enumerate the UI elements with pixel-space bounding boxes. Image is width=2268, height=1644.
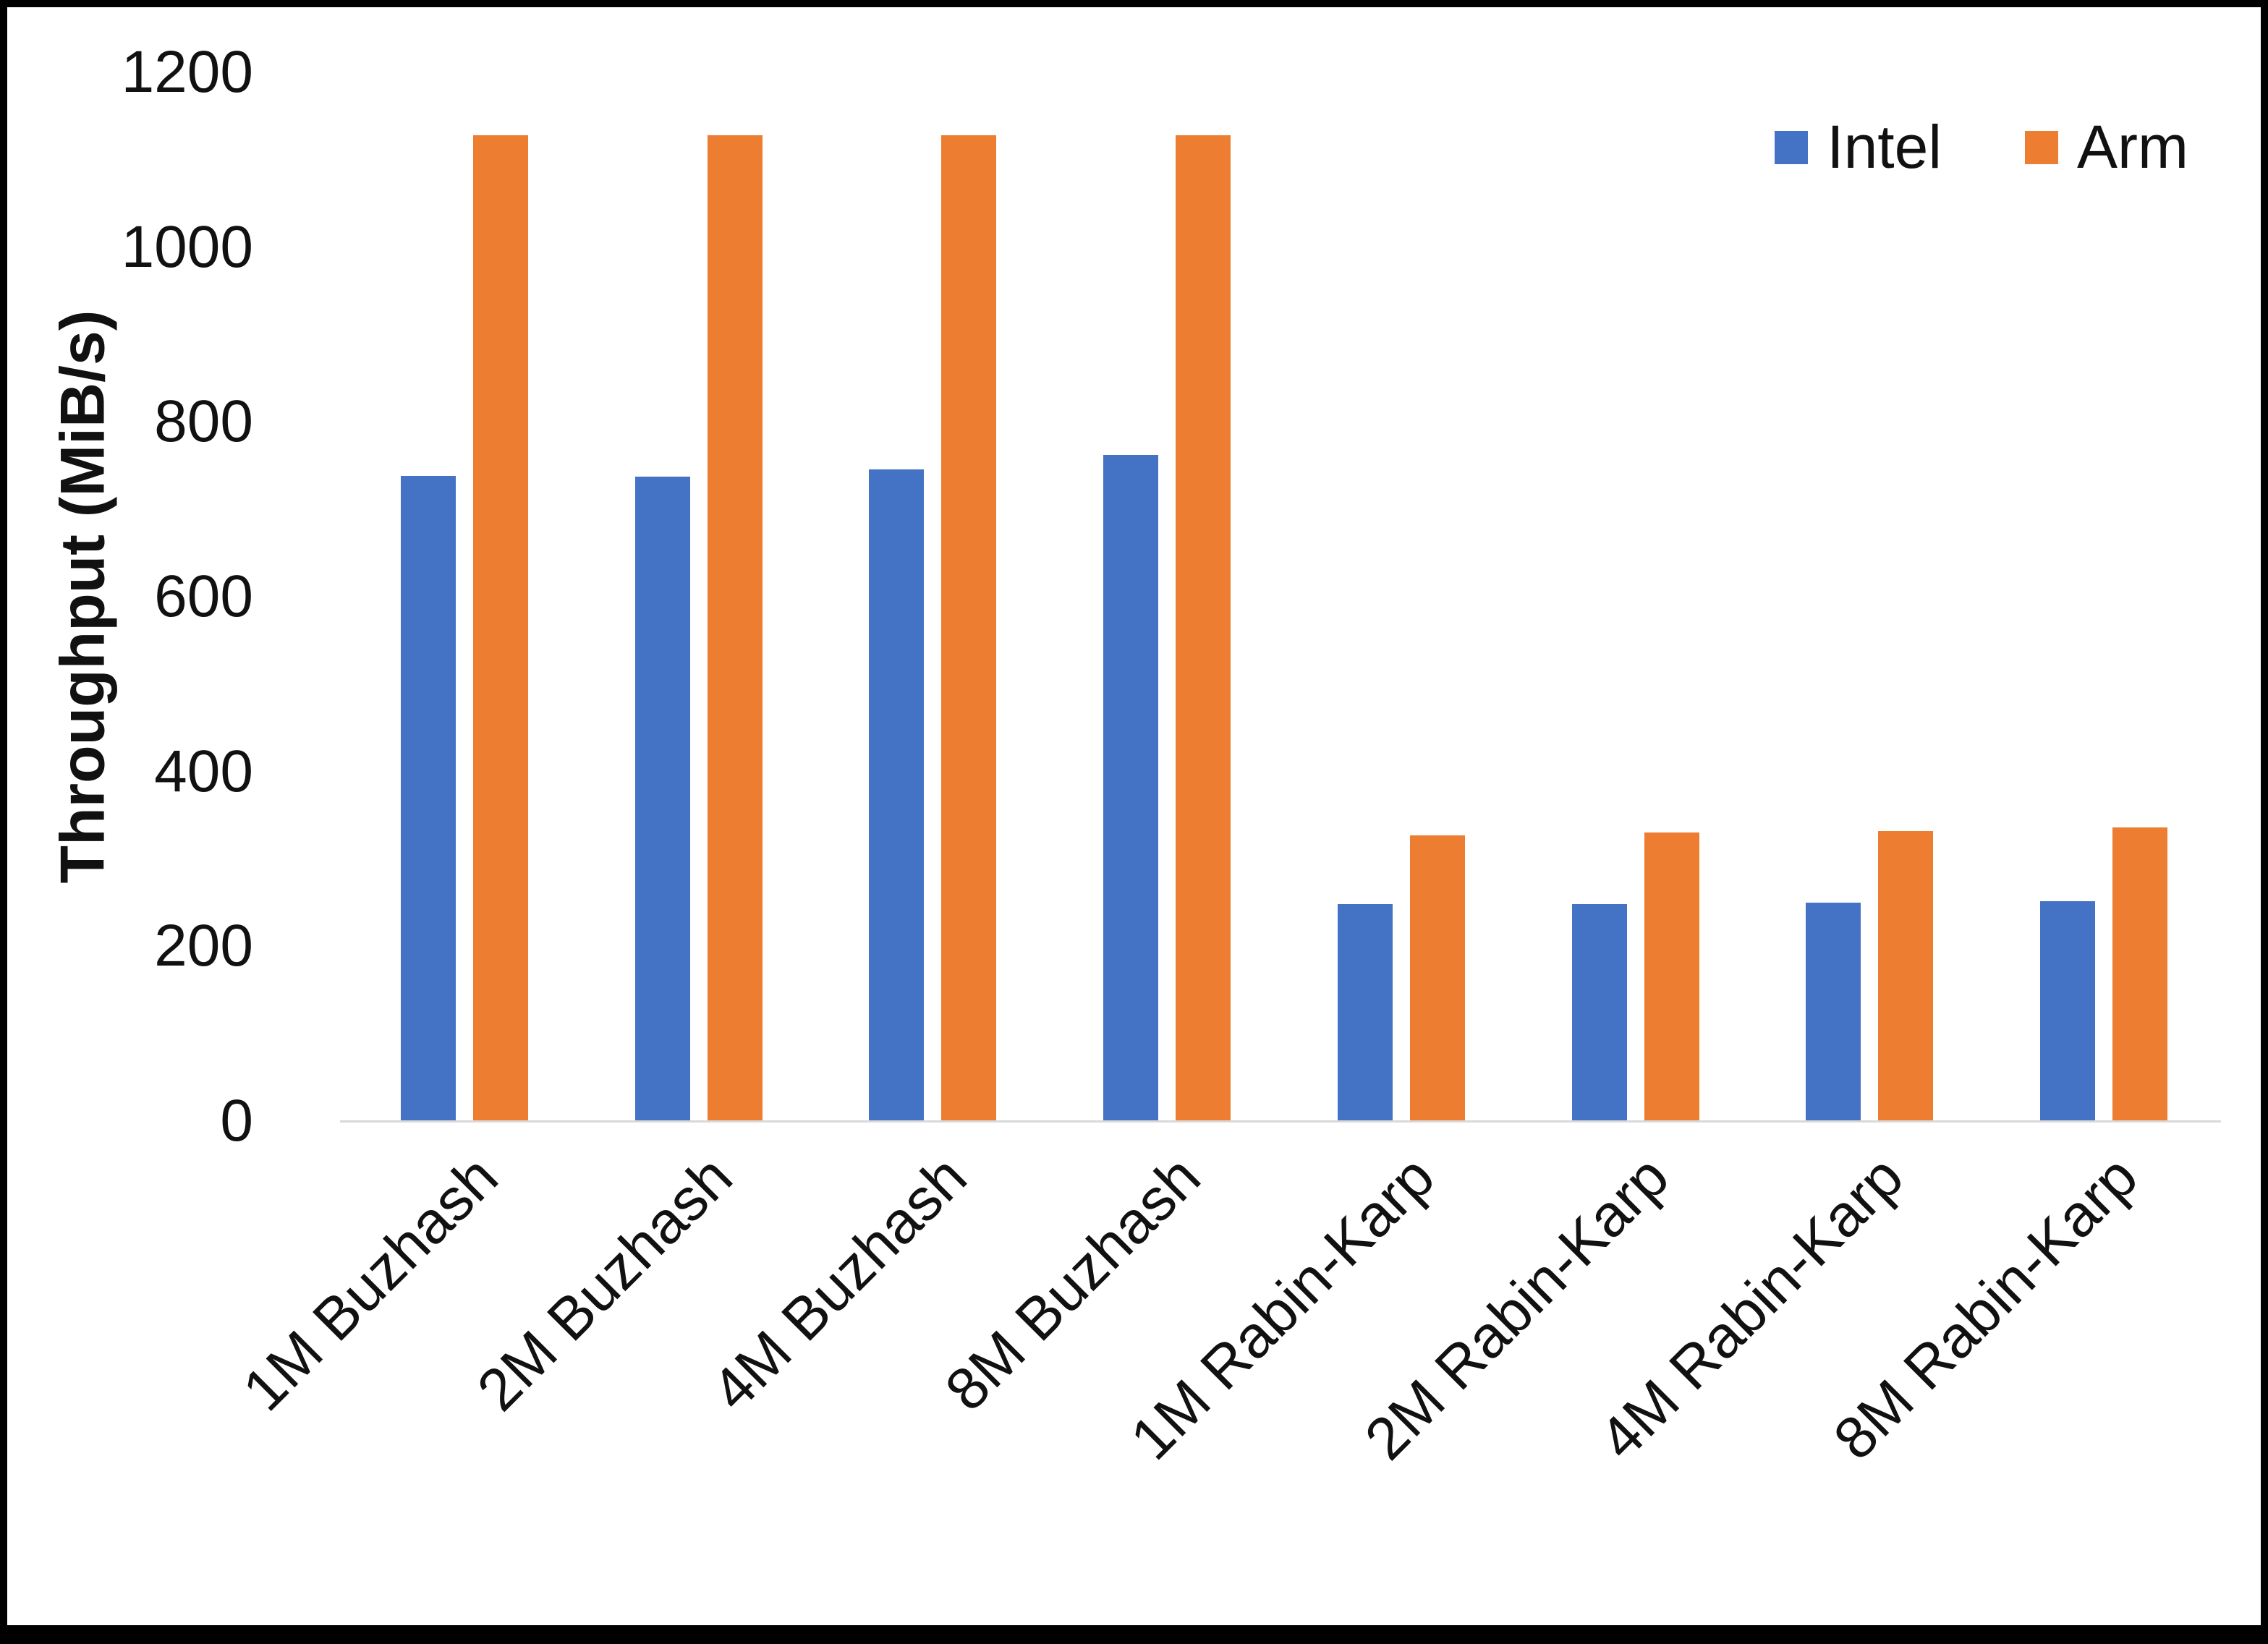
bar-group xyxy=(1519,72,1753,1121)
bar-arm xyxy=(1409,835,1465,1121)
bar-intel xyxy=(1571,904,1627,1121)
bar-group xyxy=(347,72,582,1121)
bar-arm xyxy=(2112,827,2168,1121)
legend-item-arm: Arm xyxy=(2025,112,2188,182)
y-tick-label: 1000 xyxy=(121,213,253,280)
bar-group xyxy=(1284,72,1519,1121)
y-tick-label: 1200 xyxy=(121,39,253,105)
bar-intel xyxy=(1103,455,1159,1121)
bar-groups xyxy=(347,72,2221,1121)
bar-intel xyxy=(1337,904,1393,1121)
bar-group xyxy=(1987,72,2221,1121)
bar-group xyxy=(582,72,816,1121)
legend: Intel Arm xyxy=(1775,112,2188,182)
legend-swatch-intel xyxy=(1775,130,1809,164)
legend-swatch-arm xyxy=(2025,130,2059,164)
bar-intel xyxy=(1806,902,1861,1121)
plot-area: Intel Arm xyxy=(340,72,2221,1123)
bar-group xyxy=(1050,72,1284,1121)
x-axis-label: 1M Buzhash xyxy=(230,1143,511,1423)
bar-intel xyxy=(400,476,456,1121)
legend-label: Arm xyxy=(2077,113,2188,181)
bar-arm xyxy=(472,135,528,1121)
bar-arm xyxy=(1644,832,1699,1121)
bar-arm xyxy=(941,135,997,1121)
bar-intel xyxy=(634,477,690,1121)
legend-label: Intel xyxy=(1827,113,1942,181)
bar-intel xyxy=(2040,900,2096,1121)
legend-item-intel: Intel xyxy=(1775,112,1942,182)
y-tick-label: 600 xyxy=(154,563,253,629)
bar-group xyxy=(816,72,1050,1121)
y-tick-label: 200 xyxy=(154,913,253,979)
bar-group xyxy=(1753,72,1987,1121)
bar-arm xyxy=(1878,830,1934,1121)
y-tick-label: 400 xyxy=(154,738,253,804)
x-label-column: 8M Rabin-Karp xyxy=(1821,1127,2221,1625)
y-tick-label: 800 xyxy=(154,388,253,455)
bar-arm xyxy=(1176,135,1231,1121)
y-tick-label: 0 xyxy=(220,1088,253,1154)
y-axis-tick-labels: 0 200 400 600 800 1000 1200 xyxy=(7,43,304,1151)
bar-intel xyxy=(869,469,925,1121)
x-axis-line xyxy=(340,1120,2221,1123)
x-axis-labels: 1M Buzhash 2M Buzhash 4M Buzhash 8M Buzhash… xyxy=(231,1127,2221,1625)
bar-arm xyxy=(707,135,763,1121)
